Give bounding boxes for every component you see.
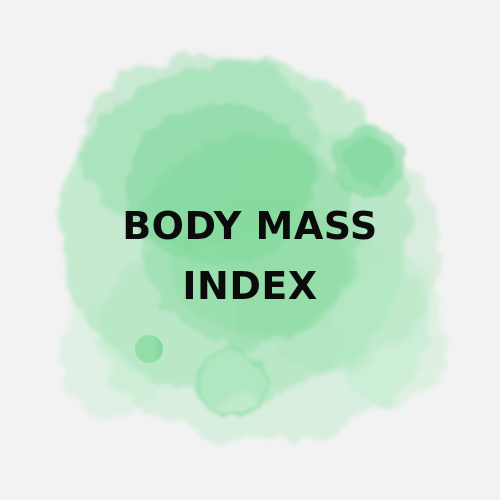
title-line-2: INDEX [182,264,318,308]
title-line-1: BODY MASS [122,204,378,248]
page-title: BODY MASS INDEX [0,196,500,316]
